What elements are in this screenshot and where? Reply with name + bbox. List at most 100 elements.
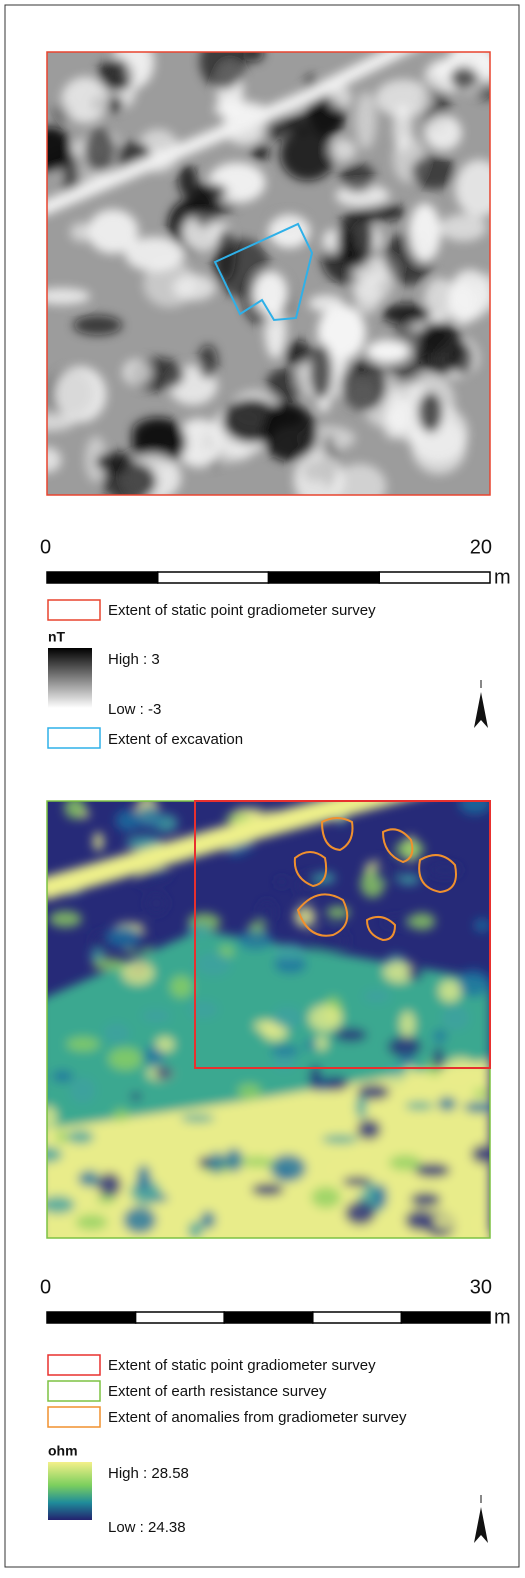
scale-segment xyxy=(269,572,380,583)
blob xyxy=(84,128,116,173)
scale-segment xyxy=(47,1312,136,1323)
blob xyxy=(143,260,196,307)
blob xyxy=(237,1084,261,1099)
blob xyxy=(357,1119,381,1140)
blob xyxy=(92,958,126,970)
blob xyxy=(55,1131,68,1143)
blob xyxy=(251,143,269,161)
blob xyxy=(103,1023,130,1044)
blob xyxy=(131,1092,141,1101)
blob xyxy=(75,1214,107,1230)
blob xyxy=(474,919,490,932)
blob xyxy=(209,1152,225,1174)
blob xyxy=(425,115,462,150)
blob xyxy=(28,127,71,172)
legend-ramp xyxy=(48,1462,92,1520)
scale-segment xyxy=(224,1312,313,1323)
blob xyxy=(268,214,310,248)
blob xyxy=(122,359,151,385)
blob xyxy=(352,1144,368,1166)
blob xyxy=(98,1172,122,1197)
scale-unit: m xyxy=(494,566,511,588)
blob xyxy=(393,104,412,152)
blob xyxy=(400,1011,415,1037)
blob xyxy=(70,1077,96,1104)
scale-start: 0 xyxy=(40,536,51,558)
blob xyxy=(438,1097,457,1111)
legend-low: Low : 24.38 xyxy=(108,1519,186,1536)
blob xyxy=(115,810,141,832)
blob xyxy=(200,446,251,463)
scale-segment xyxy=(379,572,490,583)
legend-high: High : 28.58 xyxy=(108,1465,189,1482)
legend-label: Extent of anomalies from gradiometer sur… xyxy=(108,1409,407,1426)
blob xyxy=(123,1207,156,1234)
legend-label: Extent of excavation xyxy=(108,731,243,748)
legend-label: Extent of static point gradiometer surve… xyxy=(108,1357,376,1374)
blob xyxy=(143,870,172,881)
blob xyxy=(474,1213,487,1233)
legend-unit: ohm xyxy=(48,1443,78,1459)
blob xyxy=(382,1075,414,1087)
gradiometer-map xyxy=(21,34,505,510)
scale-start: 0 xyxy=(40,1276,51,1298)
blob xyxy=(155,1067,173,1080)
legend-label: Extent of static point gradiometer surve… xyxy=(108,602,376,619)
blob xyxy=(239,930,272,950)
blob xyxy=(155,1037,174,1052)
blob xyxy=(41,1196,75,1214)
scale-unit: m xyxy=(494,1306,511,1328)
blob xyxy=(270,1154,306,1182)
blob xyxy=(389,1155,422,1171)
blob xyxy=(251,1183,284,1196)
blob xyxy=(198,345,218,379)
blob xyxy=(405,1209,434,1231)
blob xyxy=(457,970,490,997)
blob xyxy=(471,1144,498,1164)
blob xyxy=(170,976,192,998)
blob xyxy=(410,1192,441,1207)
blob xyxy=(97,1196,116,1204)
blob xyxy=(188,1221,203,1239)
blob xyxy=(463,1102,497,1114)
north-arrow xyxy=(474,680,488,728)
legend-ramp xyxy=(48,648,92,708)
blob xyxy=(275,878,288,886)
blob xyxy=(459,792,491,814)
blob xyxy=(455,160,504,217)
figure: 020m Extent of static point gradiometer … xyxy=(0,0,525,1573)
blob xyxy=(34,288,91,304)
blob xyxy=(108,1048,143,1071)
scale-segment xyxy=(401,1312,490,1323)
blob xyxy=(448,283,478,325)
legend-unit: nT xyxy=(48,629,66,645)
blob xyxy=(341,357,387,411)
blob xyxy=(439,980,462,1002)
blob xyxy=(474,1089,490,1097)
blob xyxy=(64,797,85,819)
blob xyxy=(224,1148,243,1171)
blob xyxy=(136,1165,151,1192)
blob xyxy=(333,464,386,510)
blob xyxy=(187,924,211,938)
blob xyxy=(52,1070,74,1082)
blob xyxy=(67,1130,94,1144)
blob xyxy=(431,1211,463,1229)
blob xyxy=(305,1039,315,1050)
blob xyxy=(433,1047,444,1070)
blob xyxy=(240,1156,274,1167)
blob xyxy=(122,961,154,984)
blob xyxy=(200,1211,215,1229)
blob xyxy=(382,303,431,325)
blob xyxy=(388,1036,422,1057)
blob xyxy=(395,841,424,858)
blob xyxy=(141,1009,171,1022)
blob xyxy=(409,913,436,930)
blob xyxy=(88,209,139,253)
blob xyxy=(125,47,148,85)
blob xyxy=(181,1114,215,1122)
blob xyxy=(418,392,443,433)
blob xyxy=(373,1184,387,1210)
